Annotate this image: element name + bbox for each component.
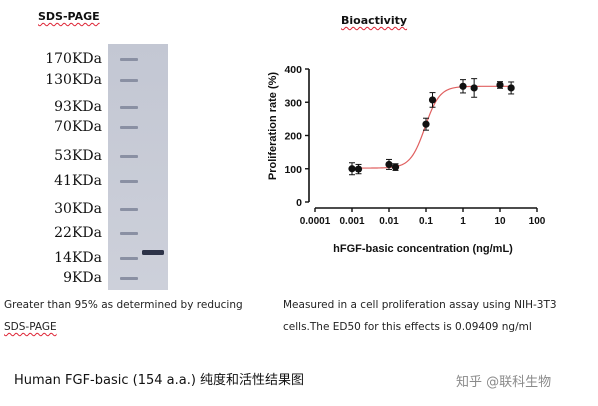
ladder-band bbox=[120, 208, 138, 211]
data-point bbox=[422, 117, 430, 131]
marker-label: 41KDa bbox=[54, 173, 102, 189]
y-tick-label: 100 bbox=[284, 164, 302, 176]
ladder-band bbox=[120, 277, 138, 280]
marker-labels: 170KDa 130KDa 93KDa 70KDa 53KDa 41KDa 30… bbox=[0, 0, 102, 300]
point-marker bbox=[470, 84, 478, 92]
data-point bbox=[348, 162, 356, 176]
gel-bands-svg bbox=[108, 44, 168, 290]
marker-label: 14KDa bbox=[54, 250, 102, 266]
marker-label: 30KDa bbox=[54, 201, 102, 217]
gel-caption-line1: Greater than 95% as determined by reduci… bbox=[4, 299, 243, 311]
ladder-band bbox=[120, 155, 138, 158]
point-marker bbox=[459, 82, 467, 90]
y-axis-label: Proliferation rate (%) bbox=[267, 72, 279, 181]
data-point bbox=[385, 158, 393, 170]
ladder-band bbox=[120, 232, 138, 235]
point-marker bbox=[385, 160, 393, 169]
marker-label: 70KDa bbox=[54, 119, 102, 135]
fit-curve bbox=[352, 85, 512, 169]
point-marker bbox=[496, 81, 504, 89]
x-tick-label: 100 bbox=[529, 216, 546, 227]
watermark: 知乎 @联科生物 bbox=[456, 375, 552, 390]
marker-label: 53KDa bbox=[54, 148, 102, 164]
marker-label: 130KDa bbox=[45, 72, 102, 88]
data-points-layer bbox=[348, 78, 515, 176]
gel-caption: Greater than 95% as determined by reduci… bbox=[4, 294, 243, 338]
footer-title: Human FGF-basic (154 a.a.) 纯度和活性结果图 bbox=[14, 373, 305, 388]
x-tick-label: 1 bbox=[460, 216, 466, 227]
data-point bbox=[354, 163, 363, 175]
y-tick-label: 0 bbox=[296, 197, 302, 209]
point-marker bbox=[422, 120, 430, 128]
x-tick-label: 0.1 bbox=[419, 216, 433, 227]
point-marker bbox=[348, 165, 356, 173]
x-tick-label: 10 bbox=[494, 216, 506, 227]
data-point bbox=[470, 78, 478, 98]
ladder-band bbox=[120, 257, 138, 260]
ladder-band bbox=[120, 79, 138, 82]
marker-label: 170KDa bbox=[45, 51, 102, 67]
y-tick-label: 300 bbox=[284, 97, 302, 109]
fit-curve-layer bbox=[352, 85, 512, 169]
chart-axes: 0 100 200 300 400 0.0001 0.001 0.01 0.1 1 10 100 bbox=[284, 64, 545, 227]
ladder-lane bbox=[120, 58, 138, 280]
data-point bbox=[428, 92, 437, 108]
y-tick-label: 400 bbox=[284, 64, 302, 76]
bioactivity-caption-line1: Measured in a cell proliferation assay u… bbox=[283, 299, 557, 311]
dose-response-chart: 0 100 200 300 400 0.0001 0.001 0.01 0.1 1 10 100 Pr… bbox=[267, 64, 546, 255]
bioactivity-caption: Measured in a cell proliferation assay u… bbox=[283, 294, 557, 338]
gel-background bbox=[108, 44, 168, 290]
point-marker bbox=[507, 84, 515, 92]
marker-label: 22KDa bbox=[54, 225, 102, 241]
ladder-band bbox=[120, 126, 138, 129]
data-point bbox=[507, 81, 515, 95]
y-tick-label: 200 bbox=[284, 131, 302, 143]
marker-label: 93KDa bbox=[54, 99, 102, 115]
x-tick-label: 0.001 bbox=[339, 216, 364, 227]
data-point bbox=[496, 81, 504, 89]
x-tick-label: 0.0001 bbox=[300, 216, 331, 227]
bioactivity-caption-line2: cells.The ED50 for this effects is 0.094… bbox=[283, 321, 532, 333]
ladder-band bbox=[120, 106, 138, 109]
data-point bbox=[459, 79, 467, 94]
ladder-band bbox=[120, 180, 138, 183]
point-marker bbox=[354, 165, 363, 173]
sample-band bbox=[142, 250, 164, 255]
gel-image bbox=[108, 44, 168, 290]
x-axis-label: hFGF-basic concentration (ng/mL) bbox=[333, 243, 513, 255]
point-marker bbox=[428, 96, 437, 104]
point-marker bbox=[391, 163, 400, 171]
marker-label: 9KDa bbox=[63, 270, 102, 286]
gel-caption-line2: SDS-PAGE bbox=[4, 321, 57, 333]
gel-title: SDS-PAGE bbox=[38, 10, 100, 23]
x-tick-label: 0.01 bbox=[379, 216, 399, 227]
data-point bbox=[391, 163, 400, 171]
bioactivity-title: Bioactivity bbox=[341, 14, 408, 27]
ladder-band bbox=[120, 58, 138, 61]
